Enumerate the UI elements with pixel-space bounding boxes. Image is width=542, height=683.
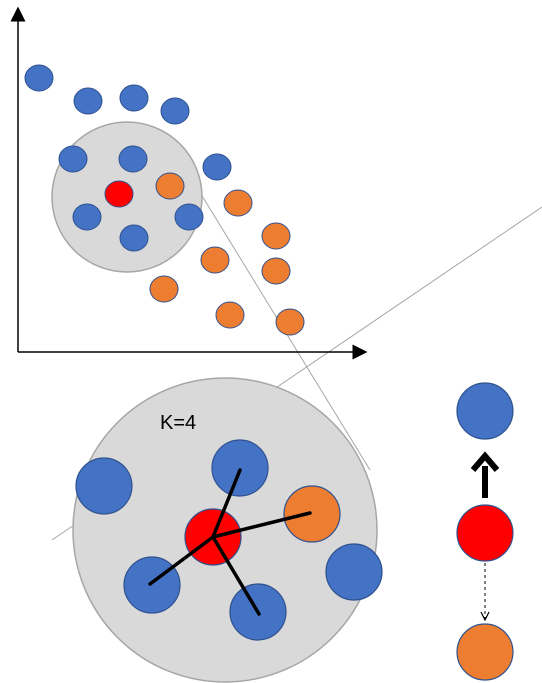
class-a-point xyxy=(119,84,149,112)
class-a-point xyxy=(58,145,88,173)
vote-query-point xyxy=(456,504,514,562)
class-a-point xyxy=(118,145,148,173)
zoom-class-a-point xyxy=(211,439,269,497)
zoom-class-a-point xyxy=(123,556,181,614)
class-b-point xyxy=(261,222,291,250)
class-a-point xyxy=(119,224,149,252)
vote-strong-arrow-head xyxy=(470,451,500,472)
class-b-points xyxy=(149,172,305,336)
vote-class-b-point xyxy=(456,623,514,681)
class-b-point xyxy=(200,246,230,274)
class-a-point xyxy=(72,203,102,231)
neighbor-line xyxy=(211,468,242,539)
zoom-class-a-point xyxy=(75,457,133,515)
class-a-point xyxy=(174,203,204,231)
class-a-point xyxy=(24,64,54,92)
neighbor-line xyxy=(148,535,215,586)
class-a-point xyxy=(160,97,190,125)
query-point xyxy=(104,180,134,208)
class-b-point xyxy=(155,172,185,200)
class-a-point xyxy=(73,87,103,115)
neighbor-lines xyxy=(148,468,312,616)
class-b-point xyxy=(275,308,305,336)
class-a-points xyxy=(24,64,232,252)
class-b-point xyxy=(149,275,179,303)
zoom-class-a-point xyxy=(325,543,383,601)
class-a-point xyxy=(202,153,232,181)
k-label: K=4 xyxy=(160,412,196,434)
vote-class-a-point xyxy=(456,382,514,440)
zoom-class-b-point xyxy=(283,485,341,543)
class-b-point xyxy=(261,257,291,285)
neighbor-line xyxy=(211,535,261,616)
class-b-point xyxy=(223,189,253,217)
class-b-point xyxy=(215,301,245,329)
neighbor-line xyxy=(211,511,312,539)
